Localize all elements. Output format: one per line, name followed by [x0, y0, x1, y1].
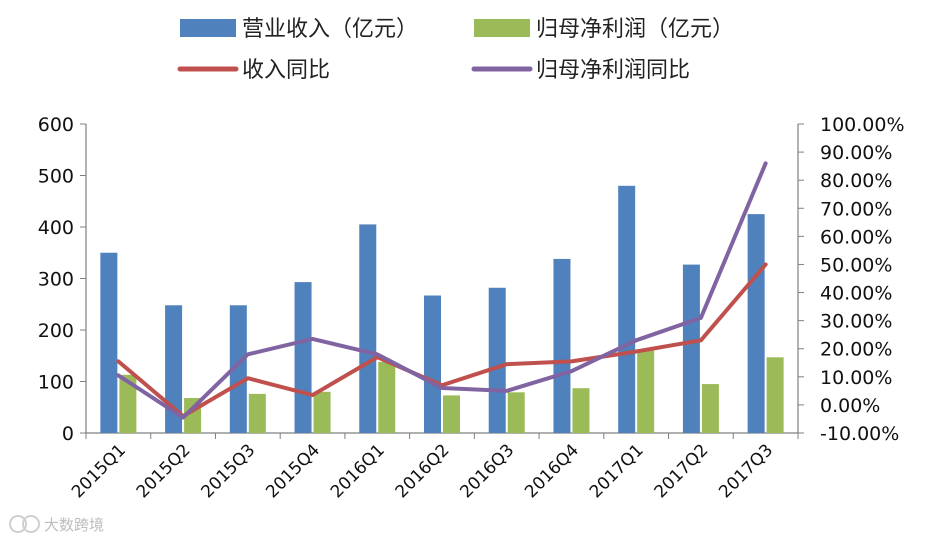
revenue-bar	[165, 305, 183, 433]
net-profit-bar	[766, 357, 784, 433]
revenue-bar	[100, 252, 118, 433]
revenue-bar	[682, 264, 700, 433]
watermark: 大数跨境	[9, 515, 104, 534]
left-tick-label: 500	[38, 166, 74, 188]
left-tick-label: 400	[38, 217, 74, 239]
revenue-bar	[747, 214, 765, 433]
net-profit-bar	[572, 388, 590, 433]
right-tick-label: 10.00%	[820, 367, 892, 389]
right-tick-label: 80.00%	[820, 170, 892, 192]
left-tick-label: 0	[62, 423, 74, 445]
right-tick-label: 90.00%	[820, 142, 892, 164]
x-tick-label: 2016Q4	[521, 440, 583, 502]
net-profit-bar	[507, 392, 525, 433]
left-tick-label: 300	[38, 269, 74, 291]
revenue-bar	[359, 224, 377, 433]
right-tick-label: 70.00%	[820, 198, 892, 220]
left-tick-label: 100	[38, 372, 74, 394]
legend: 营业收入（亿元） 归母净利润（亿元） 收入同比 归母净利润同比	[177, 17, 734, 83]
net-profit-bar	[637, 350, 655, 433]
left-tick-label: 200	[38, 320, 74, 342]
x-tick-label: 2017Q2	[651, 440, 713, 502]
revenue-bar	[553, 258, 571, 433]
revenue-bar	[229, 305, 247, 433]
watermark-logo-icon-2	[22, 515, 40, 533]
x-tick-label: 2015Q1	[68, 440, 130, 502]
right-tick-label: 20.00%	[820, 339, 892, 361]
x-tick-label: 2016Q2	[392, 440, 454, 502]
net-profit-bar	[313, 391, 331, 433]
x-tick-label: 2015Q2	[133, 440, 195, 502]
legend-swatch	[474, 19, 530, 37]
legend-label: 收入同比	[242, 58, 330, 83]
revenue-bar	[618, 185, 636, 433]
right-tick-label: 100.00%	[820, 114, 905, 136]
legend-swatch	[180, 19, 236, 37]
right-tick-label: 40.00%	[820, 283, 892, 305]
legend-label: 归母净利润（亿元）	[536, 17, 734, 42]
watermark-text: 大数跨境	[44, 516, 104, 534]
net-profit-bar	[119, 374, 137, 433]
net-profit-yoy-line	[116, 161, 768, 420]
legend-label: 归母净利润同比	[536, 58, 690, 83]
right-tick-label: 50.00%	[820, 254, 892, 276]
right-tick-label: -10.00%	[820, 423, 899, 445]
watermark-logo-icon	[9, 515, 27, 533]
x-tick-label: 2017Q1	[586, 440, 648, 502]
net-profit-bar	[248, 393, 266, 433]
x-tick-label: 2016Q1	[327, 440, 389, 502]
x-tick-label: 2015Q4	[262, 440, 324, 502]
x-tick-label: 2017Q3	[715, 440, 777, 502]
net-profit-bar	[701, 384, 719, 433]
revenue-yoy-line	[116, 262, 768, 419]
x-tick-label: 2016Q3	[456, 440, 518, 502]
revenue-bar	[424, 295, 441, 433]
left-tick-label: 600	[38, 114, 74, 136]
revenue-bar	[294, 282, 312, 433]
x-tick-label: 2015Q3	[198, 440, 260, 502]
plot-area: 0 100 200 300 400 500 600 -10.00% 0.00% 10.00% 20.…	[38, 114, 905, 502]
right-tick-label: 60.00%	[820, 226, 892, 248]
net-profit-bar	[443, 395, 460, 433]
right-tick-label: 30.00%	[820, 311, 892, 333]
net-profit-bar	[378, 361, 396, 433]
revenue-bar	[488, 287, 506, 433]
legend-label: 营业收入（亿元）	[242, 17, 418, 42]
right-tick-label: 0.00%	[820, 395, 880, 417]
